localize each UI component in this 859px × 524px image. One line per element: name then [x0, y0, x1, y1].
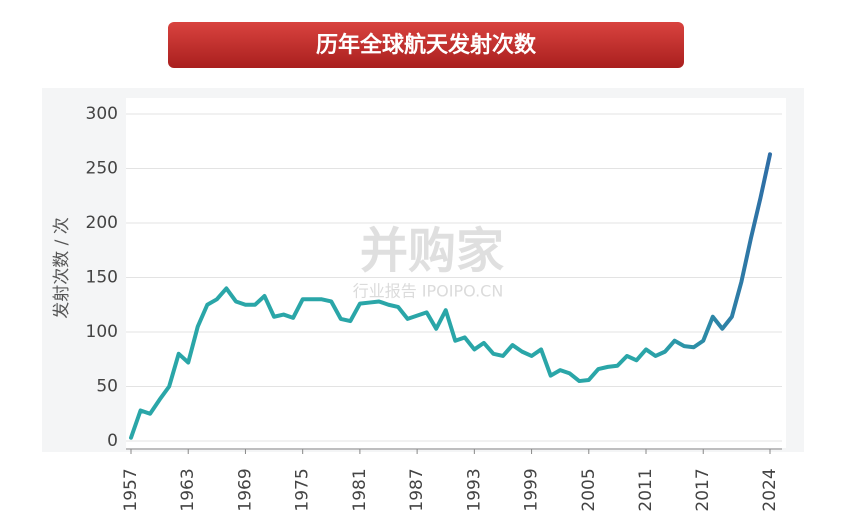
x-tick-label: 2005	[579, 468, 599, 511]
plot-area	[126, 98, 786, 448]
watermark-caption: 行业报告 IPOIPO.CN	[353, 282, 504, 301]
y-tick-label: 200	[86, 213, 118, 233]
x-tick-label: 2024	[760, 468, 780, 511]
watermark: 并购家	[360, 223, 504, 279]
x-tick-label: 1957	[121, 468, 141, 511]
y-axis-label: 发射次数 / 次	[52, 217, 72, 319]
x-tick-label: 1975	[293, 468, 313, 511]
y-tick-label: 100	[86, 322, 118, 342]
x-tick-label: 2011	[636, 468, 656, 511]
y-tick-label: 300	[86, 104, 118, 124]
y-tick-label: 150	[86, 268, 118, 288]
x-tick-label: 1999	[522, 468, 542, 511]
title-banner	[168, 22, 684, 68]
y-tick-label: 50	[96, 377, 118, 397]
x-tick-label: 1981	[350, 468, 370, 511]
y-tick-label: 0	[107, 431, 118, 451]
x-tick-label: 1993	[464, 468, 484, 511]
x-tick-label: 2017	[693, 468, 713, 511]
chart-title: 历年全球航天发射次数	[316, 32, 537, 58]
x-tick-label: 1963	[178, 468, 198, 511]
x-tick-label: 1969	[235, 468, 255, 511]
line	[129, 152, 772, 440]
y-tick-label: 250	[86, 159, 118, 179]
x-tick-label: 1987	[407, 468, 427, 511]
